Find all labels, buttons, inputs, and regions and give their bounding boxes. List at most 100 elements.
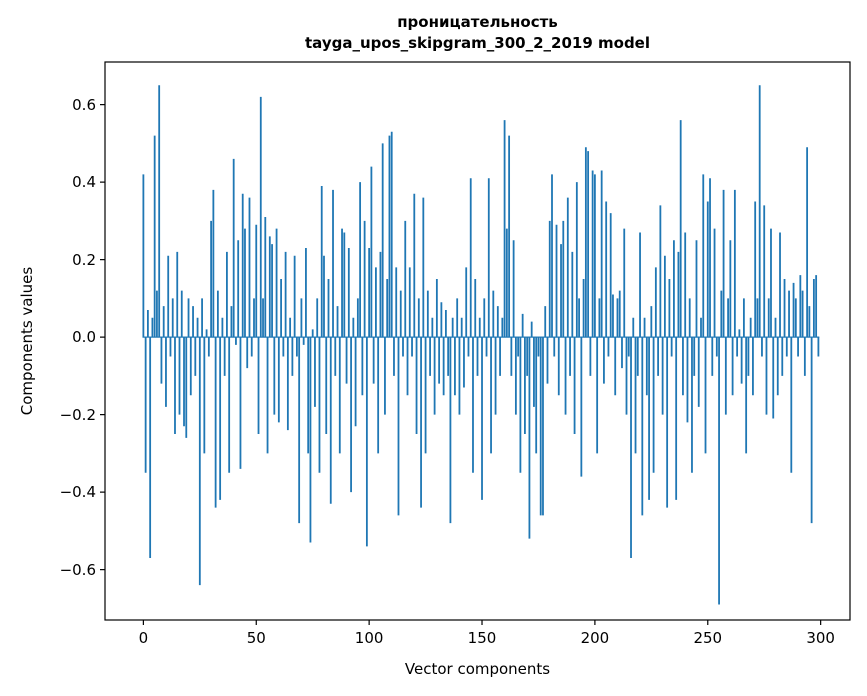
bar xyxy=(544,306,547,338)
bar xyxy=(262,298,264,338)
bar xyxy=(607,337,610,357)
bar xyxy=(390,131,393,338)
bar xyxy=(239,337,242,469)
bar xyxy=(431,317,434,338)
bar xyxy=(192,306,194,338)
y-tick-label: 0.4 xyxy=(72,173,96,192)
bar xyxy=(551,174,553,338)
bar xyxy=(810,337,813,524)
bar xyxy=(740,337,743,384)
zero-baseline xyxy=(142,336,820,338)
bar xyxy=(266,337,269,454)
bar xyxy=(469,178,472,338)
bar xyxy=(438,337,441,384)
bar xyxy=(612,294,614,338)
bar xyxy=(573,337,576,434)
bar xyxy=(151,317,154,338)
bar xyxy=(241,193,244,338)
bar xyxy=(268,236,271,338)
y-tick-label: −0.2 xyxy=(59,405,96,424)
bar xyxy=(257,337,260,434)
bar xyxy=(149,337,152,558)
bar xyxy=(232,158,235,338)
bar xyxy=(505,228,508,338)
bar xyxy=(169,337,172,357)
bar xyxy=(442,337,445,396)
bar xyxy=(286,337,289,431)
bar xyxy=(223,337,226,376)
bar xyxy=(214,337,217,508)
bar xyxy=(253,298,255,338)
chart-title: проницательность xyxy=(397,13,558,31)
bar xyxy=(354,337,357,427)
bar xyxy=(555,224,558,338)
bar xyxy=(661,337,664,415)
bar xyxy=(433,337,436,415)
bar xyxy=(596,337,599,454)
bar xyxy=(514,337,517,415)
bar xyxy=(447,337,450,376)
bar xyxy=(444,310,447,338)
bar xyxy=(603,337,605,384)
bar xyxy=(284,251,287,338)
bar xyxy=(593,174,596,338)
bar xyxy=(393,337,395,376)
bar xyxy=(463,337,465,388)
bar xyxy=(517,337,520,357)
bar xyxy=(747,337,750,376)
bar xyxy=(706,201,709,338)
bar xyxy=(774,317,777,338)
bar xyxy=(566,197,569,338)
bar xyxy=(323,255,325,338)
bar xyxy=(237,240,240,338)
bar xyxy=(627,337,630,357)
bar xyxy=(654,267,657,338)
bar xyxy=(194,337,197,376)
bar xyxy=(207,337,210,357)
bar xyxy=(460,317,463,338)
bar xyxy=(758,85,761,338)
bar xyxy=(772,337,775,419)
y-tick-label: −0.4 xyxy=(59,483,96,502)
bar xyxy=(711,337,714,376)
bar xyxy=(533,337,535,407)
bar xyxy=(422,197,425,338)
bar xyxy=(510,337,513,376)
bar xyxy=(562,220,565,338)
bar xyxy=(490,337,492,454)
bar xyxy=(440,302,443,338)
bar xyxy=(219,337,222,500)
bar xyxy=(388,135,391,338)
bar xyxy=(812,279,815,338)
bar xyxy=(435,279,438,338)
bar xyxy=(788,290,790,338)
x-tick-label: 300 xyxy=(806,629,835,647)
bar xyxy=(713,228,716,338)
bar xyxy=(727,298,729,338)
bar xyxy=(165,337,167,407)
bar xyxy=(776,337,779,396)
bar xyxy=(250,337,253,357)
bar xyxy=(600,170,603,338)
bar xyxy=(720,290,723,338)
bar xyxy=(185,337,188,438)
bar xyxy=(483,298,486,338)
bar xyxy=(733,189,736,338)
bar xyxy=(731,337,734,396)
bar xyxy=(352,317,355,338)
bar xyxy=(496,306,499,338)
bar xyxy=(384,337,386,415)
bar xyxy=(456,298,459,338)
bar xyxy=(476,337,479,376)
bar xyxy=(467,337,470,357)
bar xyxy=(420,337,422,508)
bar xyxy=(212,189,215,338)
bar xyxy=(815,275,818,338)
bar xyxy=(578,298,580,338)
x-tick-label: 150 xyxy=(467,629,497,647)
bar xyxy=(221,317,224,338)
bar xyxy=(255,224,258,338)
bar xyxy=(226,251,228,338)
bar xyxy=(803,337,806,376)
bar xyxy=(454,337,456,396)
